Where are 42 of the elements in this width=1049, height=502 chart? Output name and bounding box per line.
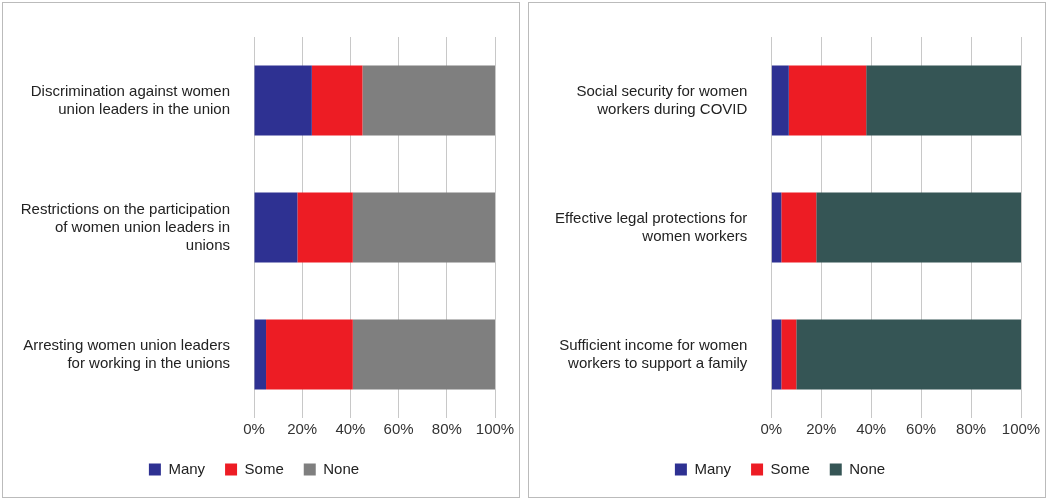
legend-label: None: [323, 459, 360, 477]
x-tick-label: 20%: [287, 420, 318, 438]
x-tick-label: 60%: [906, 420, 937, 438]
x-tick-label: 60%: [383, 420, 414, 438]
bar: [866, 65, 1021, 136]
bar: [796, 319, 1021, 390]
x-tick-label: 40%: [335, 420, 366, 438]
legend-label: Some: [244, 459, 284, 477]
bar: [816, 192, 1021, 263]
x-tick-label: 100%: [1001, 420, 1041, 438]
legend-label: None: [849, 459, 886, 477]
bar: [266, 319, 353, 390]
bar: [254, 192, 298, 263]
y-tick-label: Restrictions on the participation of women union leaders in unions: [20, 199, 230, 253]
bar: [788, 65, 867, 136]
y-tick-label: Arresting women union leaders for working in the unions: [23, 335, 230, 371]
y-tick-label: Effective legal protections for women workers: [555, 208, 748, 244]
x-tick-label: 80%: [431, 420, 462, 438]
x-tick-label: 0%: [243, 420, 265, 438]
legend-label: Some: [770, 459, 810, 477]
bar: [297, 192, 353, 263]
bar: [254, 319, 267, 390]
y-tick-label: Sufficient income for women workers to support a family: [559, 335, 748, 371]
bar: [254, 65, 312, 136]
bar: [311, 65, 363, 136]
bar: [352, 319, 495, 390]
bar: [781, 192, 817, 263]
y-tick-label: Discrimination against women union leaders in the union: [30, 81, 230, 117]
bar: [362, 65, 495, 136]
x-tick-label: 40%: [856, 420, 887, 438]
x-tick-label: 0%: [760, 420, 783, 438]
x-tick-label: 20%: [806, 420, 837, 438]
y-tick-label: Social security for women workers during COVID: [576, 81, 748, 117]
x-tick-label: 100%: [475, 420, 515, 438]
x-tick-label: 80%: [956, 420, 987, 438]
bar: [771, 319, 782, 390]
legend-label: Many: [694, 459, 732, 477]
legend-label: Many: [168, 459, 206, 477]
bar: [352, 192, 495, 263]
bar: [771, 65, 789, 136]
bar: [781, 319, 797, 390]
bar: [771, 192, 782, 263]
